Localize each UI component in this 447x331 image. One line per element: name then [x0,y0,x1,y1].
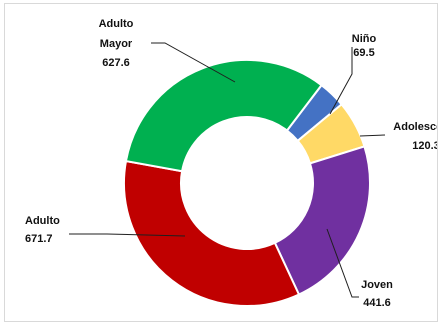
data-label-value-adulto-mayor: 627.6 [102,57,130,69]
slice-adulto-mayor [124,59,323,173]
leader-line-nino [329,47,353,115]
data-label-category-joven: Joven [361,279,393,291]
leader-line-adolescente [359,134,386,137]
data-label-category-adolescente: Adolescente [393,121,438,133]
chart-frame: Niño 69.5 Adolescente 120.3 Joven 441.6 Adulto… [4,3,438,322]
slice-adulto [123,159,301,307]
data-label-value-joven: 441.6 [363,297,391,309]
leader-line-joven [326,228,359,298]
data-label-category-adulto-mayor: Adulto [99,18,134,30]
data-label-value-nino: 69.5 [353,47,374,59]
leader-line-adulto-mayor [151,42,236,83]
data-label-category-adulto: Adulto [25,215,60,227]
data-label-value-adolescente: 120.3 [412,140,438,152]
data-label-value-adulto: 671.7 [25,233,53,245]
donut-chart: Niño 69.5 Adolescente 120.3 Joven 441.6 Adulto… [25,18,438,309]
data-label-category-adulto-mayor: Mayor [100,38,133,50]
data-label-category-nino: Niño [352,33,377,45]
slice-joven [273,145,371,296]
leader-line-adulto [69,233,186,237]
